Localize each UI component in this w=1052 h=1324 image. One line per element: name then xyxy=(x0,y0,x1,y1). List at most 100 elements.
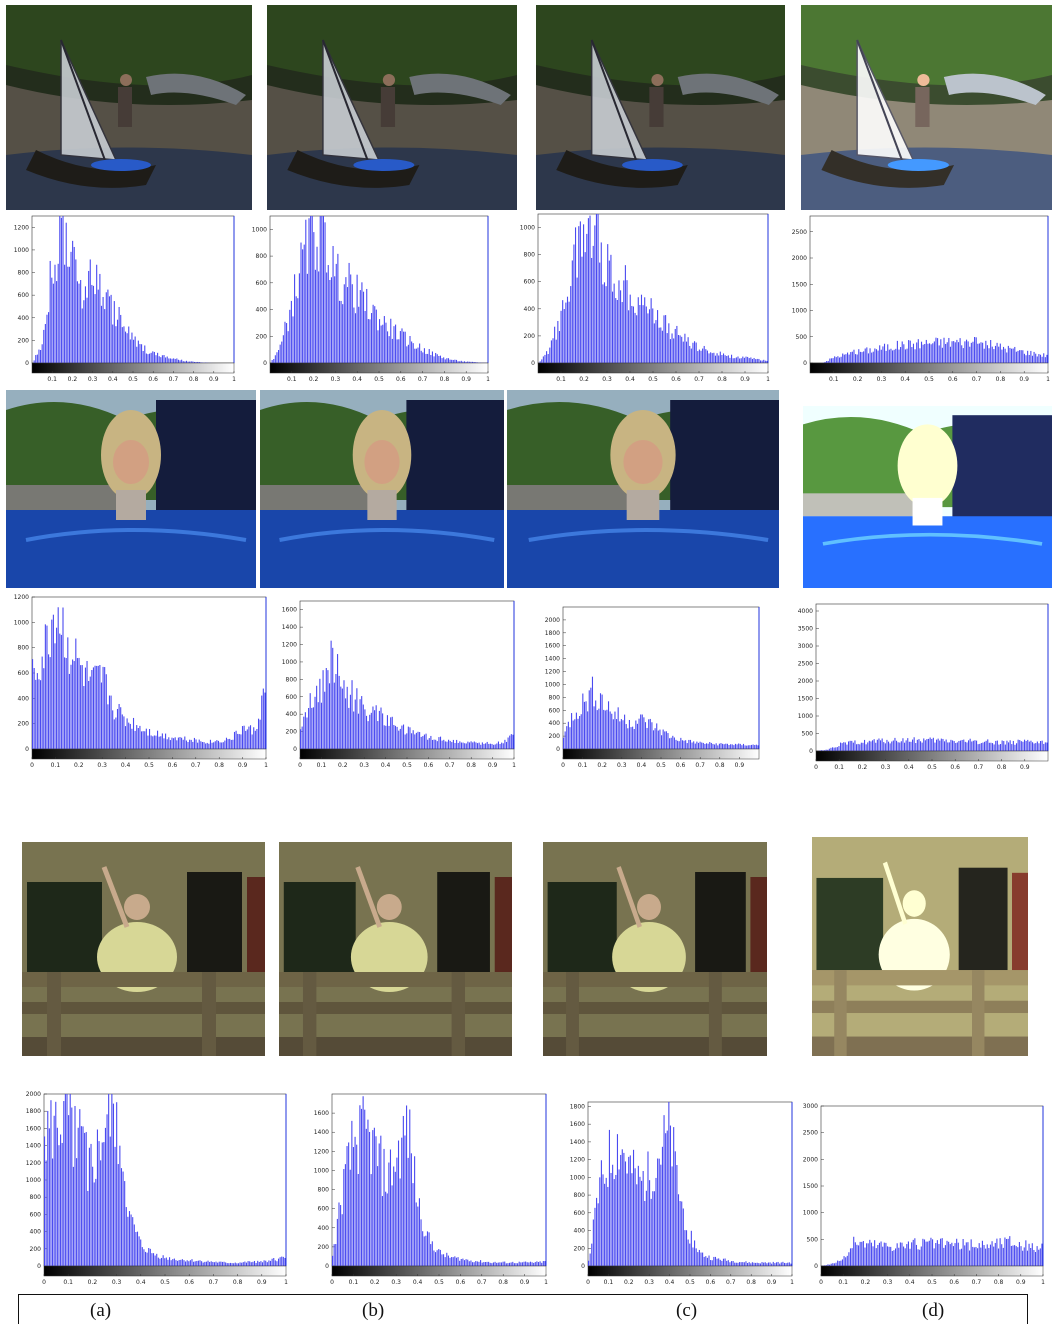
histogram-bar xyxy=(234,732,235,749)
y-tick-label: 1000 xyxy=(570,1174,585,1181)
histogram-bar xyxy=(600,693,601,749)
histogram-bar xyxy=(496,743,497,749)
histogram-bar xyxy=(227,1263,228,1266)
histogram-bar xyxy=(1022,1251,1023,1266)
x-tick-label: 0.7 xyxy=(209,1279,219,1286)
histogram-bar xyxy=(710,1260,711,1266)
x-tick-label: 0.4 xyxy=(381,762,391,769)
y-tick-label: 200 xyxy=(549,733,561,740)
histogram-bar xyxy=(720,743,721,749)
histogram-bar xyxy=(849,355,850,363)
histogram-bar xyxy=(77,281,78,363)
histogram-bar xyxy=(387,331,388,363)
histogram-bar xyxy=(752,359,753,363)
histogram-bar xyxy=(739,1262,740,1266)
histogram-bar xyxy=(1025,1240,1026,1266)
x-tick-label: 0.3 xyxy=(602,376,612,383)
histogram-bar xyxy=(511,734,512,749)
histogram-bar xyxy=(978,744,979,751)
histogram-bar xyxy=(115,1147,116,1266)
histogram-bar xyxy=(702,1253,703,1266)
x-tick-label: 0.8 xyxy=(440,376,450,383)
histogram-bar xyxy=(593,246,594,363)
histogram-bar xyxy=(696,742,697,749)
histogram-bar xyxy=(881,1241,882,1266)
histogram-bar xyxy=(114,719,115,749)
histogram-bar xyxy=(907,738,908,751)
histogram-bar xyxy=(942,348,943,363)
histogram-bar xyxy=(757,1263,758,1266)
histogram-bar xyxy=(672,1166,673,1266)
histogram-bar xyxy=(717,353,718,363)
histogram-bar xyxy=(1008,346,1009,363)
histogram-bar xyxy=(1017,1247,1018,1266)
histogram-bar xyxy=(878,351,879,363)
y-tick-label: 1200 xyxy=(282,642,297,649)
histogram-bar xyxy=(356,688,357,749)
histogram-bar xyxy=(565,303,566,363)
x-tick-label: 1 xyxy=(512,762,516,769)
histogram-bar xyxy=(467,742,468,749)
x-tick-label: 0 xyxy=(586,1279,590,1286)
y-tick-label: 200 xyxy=(18,721,30,728)
histogram-bar xyxy=(375,1136,376,1266)
post-left xyxy=(834,970,846,1056)
histogram-bar xyxy=(393,1166,394,1266)
histogram-bar xyxy=(40,680,41,749)
histogram-bar xyxy=(992,1241,993,1266)
histogram-bar xyxy=(1035,743,1036,751)
histogram-bar xyxy=(244,1262,245,1266)
histogram-bar xyxy=(749,745,750,749)
x-tick-label: 0.1 xyxy=(578,762,588,769)
histogram-bar xyxy=(446,742,447,749)
x-tick-label: 0.6 xyxy=(949,1279,959,1286)
porch-scene xyxy=(812,837,1028,1056)
histogram-bar xyxy=(206,1262,207,1266)
y-tick-label: 600 xyxy=(18,292,30,299)
histogram-bar xyxy=(601,1160,602,1266)
histogram-bar xyxy=(682,740,683,749)
histogram-bar xyxy=(727,744,728,749)
histogram-bar xyxy=(837,356,838,363)
histogram-bar xyxy=(392,339,393,363)
histogram-bar xyxy=(205,744,206,749)
histogram-bar xyxy=(408,345,409,363)
histogram-bar xyxy=(90,1144,91,1266)
histogram-bar xyxy=(464,743,465,749)
histogram-bar xyxy=(563,738,564,749)
histogram-bar xyxy=(594,225,595,363)
histogram-bar xyxy=(313,232,314,363)
histogram-bar xyxy=(393,326,394,363)
y-tick-label: 0 xyxy=(556,746,560,753)
histogram-bar xyxy=(69,267,70,363)
histogram-bar xyxy=(790,1264,791,1266)
histogram-bar xyxy=(768,1263,769,1266)
histogram-bar xyxy=(87,298,88,363)
histogram-bar xyxy=(133,340,134,363)
histogram-bar xyxy=(598,214,599,363)
histogram-bar xyxy=(74,1106,75,1266)
histogram-bar xyxy=(1003,347,1004,363)
histogram-bar xyxy=(576,713,577,749)
histogram-bar xyxy=(543,1261,544,1266)
histogram-bar xyxy=(377,721,378,749)
window-left xyxy=(816,878,883,975)
histogram-bar xyxy=(363,705,364,749)
histogram-bar xyxy=(141,731,142,749)
histogram-bar xyxy=(1029,355,1030,363)
histogram-bar xyxy=(737,1263,738,1266)
histogram-bar xyxy=(747,1263,748,1266)
porch-scene xyxy=(543,842,767,1056)
x-tick-label: 0.8 xyxy=(715,762,725,769)
histogram-bar xyxy=(501,743,502,749)
windsurf-scene xyxy=(6,5,252,210)
histogram-bar xyxy=(541,359,542,363)
histogram-bar xyxy=(643,717,644,749)
histogram-bar xyxy=(253,727,254,749)
histogram-bar xyxy=(972,1247,973,1266)
histogram-bar xyxy=(325,222,326,363)
histogram-bar xyxy=(284,1258,285,1266)
